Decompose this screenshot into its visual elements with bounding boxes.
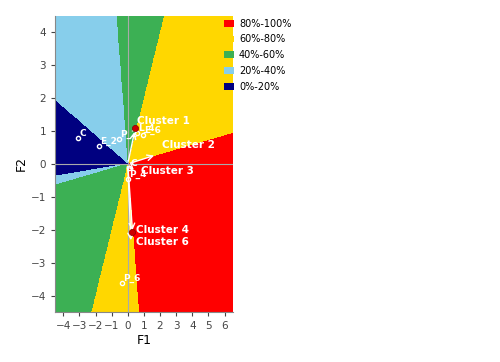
- Text: Cluster 3: Cluster 3: [140, 167, 194, 177]
- Text: Cluster 6: Cluster 6: [136, 237, 188, 247]
- Text: Cluster 1: Cluster 1: [136, 116, 190, 126]
- Text: P_2: P_2: [120, 130, 138, 139]
- Text: L_4: L_4: [138, 124, 154, 133]
- Text: C: C: [79, 129, 86, 138]
- Text: C: C: [130, 159, 138, 168]
- Text: E_2: E_2: [100, 137, 117, 146]
- Y-axis label: F2: F2: [15, 156, 28, 172]
- X-axis label: F1: F1: [136, 334, 152, 347]
- Text: P_4: P_4: [129, 170, 146, 179]
- Text: Cluster 2: Cluster 2: [162, 140, 214, 150]
- Legend: 80%-100%, 60%-80%, 40%-60%, 20%-40%, 0%-20%: 80%-100%, 60%-80%, 40%-60%, 20%-40%, 0%-…: [220, 14, 295, 96]
- Text: E_6: E_6: [144, 126, 162, 135]
- Text: P_6: P_6: [124, 274, 141, 283]
- Text: Cluster 4: Cluster 4: [136, 225, 189, 235]
